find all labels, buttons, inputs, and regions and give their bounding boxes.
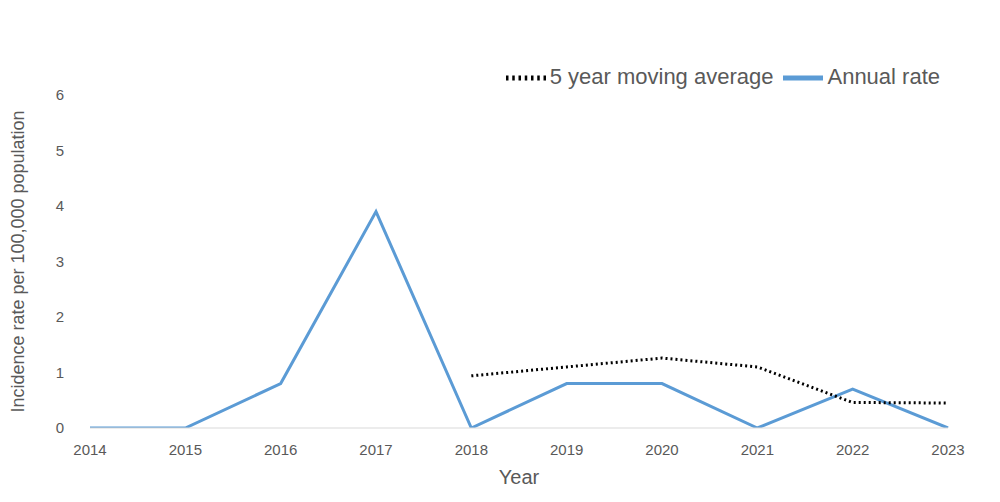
svg-text:6: 6 xyxy=(56,86,64,103)
svg-text:2022: 2022 xyxy=(836,441,869,458)
svg-text:2017: 2017 xyxy=(359,441,392,458)
svg-text:Year: Year xyxy=(499,466,540,488)
svg-text:Incidence rate per 100,000 pop: Incidence rate per 100,000 population xyxy=(8,110,28,412)
html-text:5 year moving average: 5 year moving average xyxy=(549,63,774,89)
svg-text:1: 1 xyxy=(56,364,64,381)
svg-text:2: 2 xyxy=(56,308,64,325)
svg-text:5: 5 xyxy=(56,142,64,159)
svg-text:2015: 2015 xyxy=(169,441,202,458)
svg-text:4: 4 xyxy=(56,197,64,214)
svg-text:0: 0 xyxy=(56,419,64,436)
svg-text:2016: 2016 xyxy=(264,441,297,458)
svg-text:2021: 2021 xyxy=(741,441,774,458)
svg-text:2018: 2018 xyxy=(455,441,488,458)
svg-text:2014: 2014 xyxy=(73,441,106,458)
svg-text:2023: 2023 xyxy=(931,441,964,458)
svg-text:2020: 2020 xyxy=(645,441,678,458)
html-text:Annual rate: Annual rate xyxy=(827,63,940,89)
svg-text:2019: 2019 xyxy=(550,441,583,458)
svg-text:3: 3 xyxy=(56,253,64,270)
